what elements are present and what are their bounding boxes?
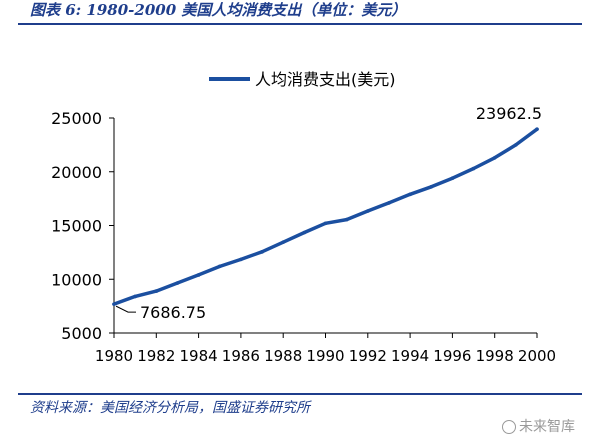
x-tick-label: 1988 [264,347,302,365]
top-rule [18,23,582,25]
source-note: 资料来源：美国经济分析局，国盛证券研究所 [30,400,310,416]
x-tick-label: 1980 [95,347,133,365]
start-value-label: 7686.75 [140,303,206,322]
x-tick-label: 2000 [518,347,556,365]
data-point [112,302,116,306]
data-point [344,217,349,222]
data-point [260,250,264,254]
data-point [323,221,328,226]
watermark-text: 未来智库 [519,419,575,435]
data-point [535,127,539,131]
data-point [239,257,243,262]
x-tick-label: 1984 [180,347,218,365]
data-point [366,209,370,213]
y-tick-label: 15000 [51,217,102,236]
end-value-label: 23962.5 [476,104,542,123]
x-tick-label: 1990 [306,347,344,365]
x-tick-label: 1996 [433,347,471,365]
y-tick-label: 10000 [51,270,102,289]
x-tick-label: 1986 [222,347,260,365]
series-line [112,127,539,306]
data-point [408,192,412,197]
data-point [450,176,455,180]
y-tick-label: 5000 [61,324,102,343]
x-tick-label: 1998 [476,347,514,365]
watermark-logo-icon [502,420,516,434]
data-point [514,143,518,147]
data-point [154,289,159,293]
axes [109,117,538,338]
series-layer [112,127,539,306]
x-tick-label: 1982 [137,347,175,365]
bottom-rule [18,393,582,395]
figure-title: 图表 6: 1980-2000 美国人均消费支出（单位：美元） [30,1,407,19]
data-point [175,281,180,285]
data-point [133,294,137,299]
watermark: 未来智库 [502,414,575,440]
tick-labels: 5000 10000 15000 20000 25000 1980 1982 1984 1986… [51,109,556,365]
x-tick-label: 1992 [349,347,387,365]
data-point [471,166,476,171]
data-point [429,185,434,189]
data-point [492,155,497,160]
start-label-leader [115,305,136,313]
x-tick-label: 1994 [391,347,429,365]
legend: 人均消费支出(美元) [209,70,396,89]
data-point [217,264,222,269]
data-point [196,273,201,277]
data-point [281,240,286,244]
data-point [387,201,391,205]
data-point [302,230,307,235]
y-tick-label: 25000 [51,109,102,128]
legend-label: 人均消费支出(美元) [255,70,396,89]
annotations: 23962.5 7686.75 [115,104,542,322]
y-tick-label: 20000 [51,163,102,182]
